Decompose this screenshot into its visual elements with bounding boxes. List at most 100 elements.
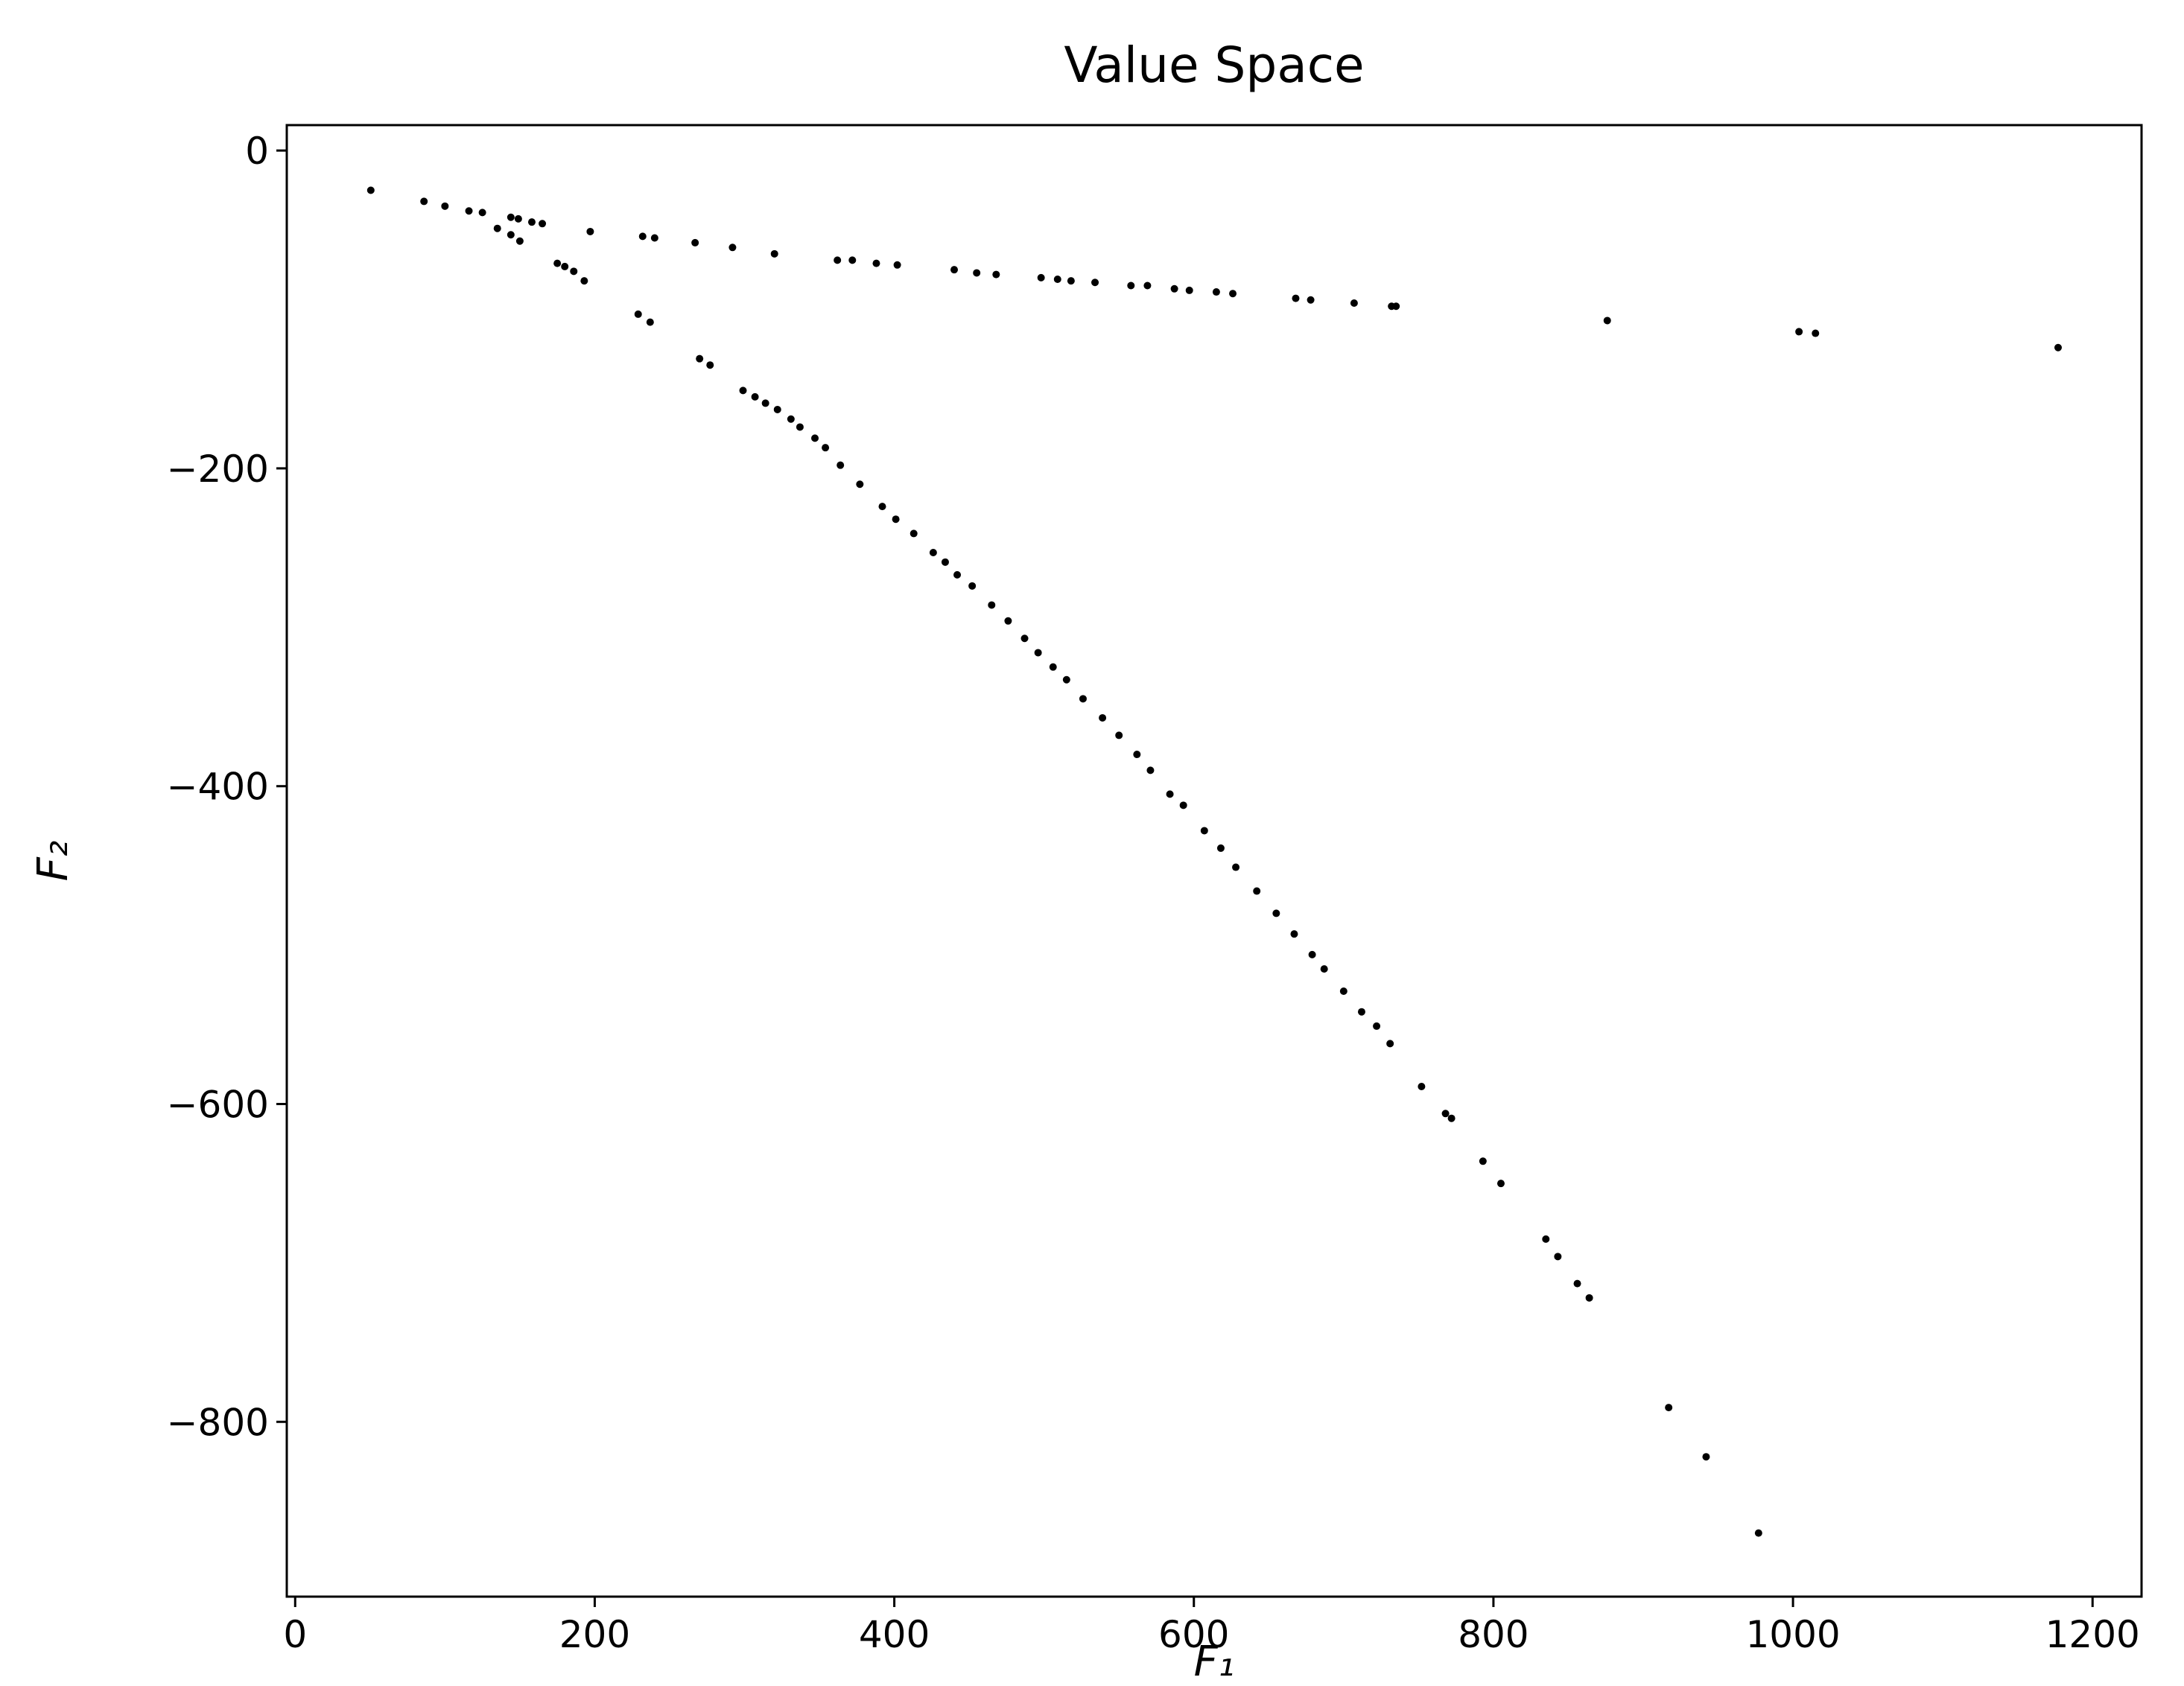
point	[1447, 1114, 1456, 1122]
x-tick-label: 200	[559, 1613, 630, 1656]
point	[892, 515, 900, 524]
point	[1185, 286, 1193, 294]
point	[929, 549, 937, 557]
point	[634, 310, 642, 318]
point	[1212, 288, 1220, 296]
y-tick-label: −200	[167, 448, 269, 491]
point	[728, 244, 737, 252]
point	[1665, 1404, 1673, 1412]
point	[1049, 663, 1057, 671]
point	[1232, 863, 1240, 871]
point	[1496, 1180, 1505, 1188]
point	[1320, 965, 1328, 973]
x-tick-label: 1200	[2045, 1613, 2140, 1656]
point	[1554, 1253, 1562, 1261]
x-tick-label: 1000	[1745, 1613, 1840, 1656]
y-tick-label: −800	[167, 1401, 269, 1444]
point	[561, 262, 569, 270]
point	[739, 386, 747, 395]
point	[848, 256, 857, 264]
x-tick-label: 600	[1158, 1613, 1229, 1656]
point	[1067, 277, 1075, 285]
point	[1200, 827, 1208, 835]
point	[1392, 302, 1400, 311]
point	[773, 405, 781, 413]
point	[420, 197, 428, 206]
point	[1127, 281, 1135, 290]
point	[973, 269, 981, 277]
x-tick-label: 400	[859, 1613, 930, 1656]
point	[1179, 801, 1187, 809]
point	[1079, 695, 1087, 703]
point	[988, 601, 996, 609]
point	[1062, 675, 1070, 684]
point	[787, 415, 795, 423]
point	[1441, 1110, 1450, 1118]
point	[1812, 329, 1820, 337]
point	[1307, 296, 1315, 304]
point	[1542, 1235, 1550, 1243]
point	[1702, 1453, 1710, 1461]
point	[580, 277, 588, 285]
point	[570, 267, 578, 276]
point	[514, 214, 522, 223]
point	[878, 503, 886, 511]
point	[856, 480, 864, 489]
point	[441, 202, 449, 210]
point	[953, 570, 962, 579]
point	[834, 256, 842, 264]
point	[507, 231, 515, 239]
point	[1091, 279, 1099, 287]
point	[1229, 290, 1237, 298]
y-tick-label: 0	[245, 130, 269, 173]
point	[1573, 1279, 1581, 1288]
point	[1308, 950, 1316, 958]
point	[1585, 1294, 1593, 1302]
point	[1479, 1157, 1487, 1165]
y-tick-label: −400	[167, 766, 269, 809]
point	[751, 392, 759, 401]
point	[1253, 887, 1261, 895]
point	[1795, 328, 1803, 336]
point	[646, 318, 654, 326]
point	[1418, 1083, 1426, 1091]
point	[478, 209, 486, 217]
x-axis-label: F₁	[1194, 1638, 1235, 1686]
point	[1290, 930, 1298, 938]
point	[1099, 713, 1107, 722]
point	[1115, 731, 1123, 739]
point	[1037, 273, 1045, 281]
point	[1166, 790, 1174, 798]
point	[837, 461, 845, 469]
point	[465, 207, 473, 215]
x-tick-label: 800	[1458, 1613, 1529, 1656]
point	[553, 259, 562, 267]
point	[527, 218, 536, 226]
point	[1216, 844, 1225, 852]
point	[507, 213, 515, 221]
point	[1754, 1529, 1762, 1537]
point	[696, 354, 704, 363]
plot-frame	[285, 124, 2143, 1598]
point	[1357, 1008, 1365, 1016]
y-tick-label: −600	[167, 1083, 269, 1126]
point	[1020, 634, 1029, 643]
point	[515, 237, 524, 245]
point	[796, 423, 804, 431]
point	[1339, 987, 1347, 995]
point	[941, 558, 949, 566]
point	[1272, 909, 1280, 917]
point	[1386, 1040, 1394, 1048]
point	[811, 434, 819, 442]
y-axis-label: F₂	[29, 841, 77, 882]
point	[992, 270, 1000, 279]
chart-title: Value Space	[1064, 36, 1364, 94]
point	[1292, 294, 1300, 302]
point	[1603, 316, 1611, 325]
point	[586, 227, 594, 235]
point	[493, 224, 501, 232]
point	[822, 444, 830, 452]
point	[893, 261, 901, 269]
point	[706, 361, 714, 369]
